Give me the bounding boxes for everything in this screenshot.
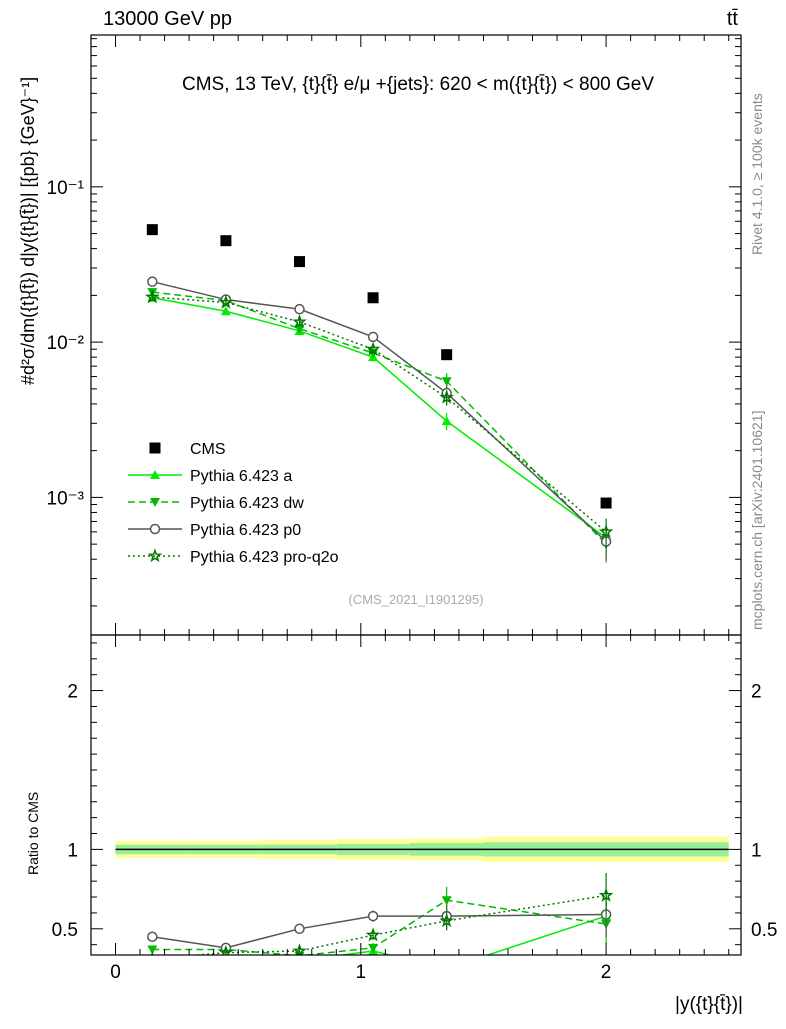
series-line (152, 280, 607, 543)
ratio-point (147, 931, 158, 942)
legend-label: Pythia 6.423 p0 (190, 522, 301, 539)
ratio-tick-label: 1 (751, 840, 762, 861)
legend-marker (147, 548, 163, 563)
data-point (441, 416, 452, 426)
ratio-point (294, 923, 305, 935)
data-point (294, 303, 305, 315)
data-point (147, 276, 158, 287)
legend-label: Pythia 6.423 a (190, 468, 292, 485)
x-tick-label: 2 (601, 962, 612, 983)
ratio-point (147, 975, 157, 984)
legend-marker (150, 470, 160, 479)
y-tick-label: 10⁻² (47, 333, 85, 354)
ratio-tick-label: 2 (67, 682, 78, 703)
ratio-tick-label: 0.5 (52, 920, 78, 941)
data-point (600, 497, 612, 509)
legend-label: Pythia 6.423 dw (190, 495, 304, 512)
ratio-point (365, 927, 381, 942)
side-label-top: Rivet 4.1.0, ≥ 100k events (749, 93, 765, 255)
ratio-point (147, 945, 158, 955)
legend-marker (150, 498, 160, 507)
ratio-point (441, 896, 452, 906)
ratio-tick-label: 2 (751, 682, 762, 703)
main-plot (144, 224, 614, 563)
series-line (152, 296, 607, 533)
side-label-bottom: mcplots.cern.ch [arXiv:2401.10621] (749, 411, 765, 630)
main-plot-frame (90, 34, 742, 636)
legend-label: Pythia 6.423 pro-q2o (190, 549, 339, 566)
data-point (220, 235, 232, 247)
ratio-point (442, 963, 452, 972)
data-point (439, 389, 455, 404)
data-point (146, 224, 158, 236)
ratio-plot-frame (90, 634, 742, 956)
series-line (152, 291, 607, 545)
x-axis-label: |y({t}{t̄})| (675, 994, 743, 1015)
data-point (144, 289, 160, 304)
data-point (598, 524, 614, 539)
series-line (152, 297, 607, 539)
ratio-plot (115, 836, 729, 984)
energy-label: 13000 GeV pp (103, 8, 232, 30)
data-point (220, 306, 231, 316)
data-point (365, 341, 381, 356)
data-point (367, 292, 379, 304)
ratio-point (294, 956, 304, 965)
data-point (292, 314, 307, 329)
watermark: (CMS_2021_I1901295) (348, 592, 483, 607)
data-point (293, 256, 305, 268)
y-axis-label: #d²σ/dm({t}{t̄}) d|y({t}{t̄})| [{pb} {Ge… (18, 77, 38, 385)
ratio-point (367, 910, 379, 922)
chart-title: CMS, 13 TeV, {t}{t̄} e/μ +{jets}: 620 < … (182, 74, 654, 95)
process-label: tt̄ (727, 8, 739, 30)
data-point (367, 331, 379, 343)
ratio-line (336, 915, 607, 955)
legend: CMS Pythia 6.423 a Pythia 6.423 dw Pythia 6… (128, 441, 339, 566)
legend-marker (149, 523, 161, 535)
y-tick-label: 10⁻¹ (47, 178, 85, 199)
ratio-y-axis-label: Ratio to CMS (25, 792, 41, 875)
data-point (441, 349, 453, 361)
y-tick-label: 10⁻³ (47, 488, 85, 509)
ratio-tick-label: 0.5 (751, 920, 777, 941)
legend-label: CMS (190, 441, 226, 458)
data-point (218, 294, 234, 309)
data-point (441, 377, 452, 387)
ratio-point (368, 943, 379, 953)
data-point (294, 324, 305, 334)
legend-marker (149, 442, 161, 454)
ratio-point (439, 913, 454, 928)
x-tick-label: 0 (110, 962, 121, 983)
ratio-tick-label: 1 (67, 840, 78, 861)
ratio-point (221, 963, 231, 972)
ratio-point (598, 887, 614, 902)
ratio-line (152, 913, 607, 949)
ratio-point (292, 943, 307, 955)
x-tick-label: 1 (356, 962, 367, 983)
